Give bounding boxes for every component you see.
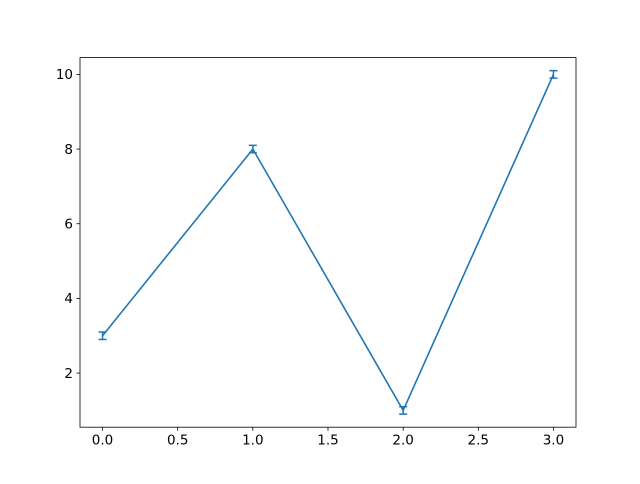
x-tick-label: 0.5 [167, 433, 188, 449]
y-tick-label: 2 [64, 366, 73, 382]
y-tick-label: 4 [64, 291, 73, 307]
x-tick-label: 1.5 [317, 433, 338, 449]
data-line-series [101, 74, 555, 412]
y-tick-label: 8 [64, 142, 73, 158]
x-tick-label: 2.5 [468, 433, 489, 449]
x-tick-label: 1.0 [242, 433, 263, 449]
x-tick-label: 0.0 [92, 433, 113, 449]
axes-frame [79, 57, 577, 428]
y-tick-label: 6 [64, 216, 73, 232]
y-tick-label: 10 [56, 67, 73, 83]
x-tick-label: 2.0 [392, 433, 413, 449]
x-tick-label: 3.0 [543, 433, 564, 449]
